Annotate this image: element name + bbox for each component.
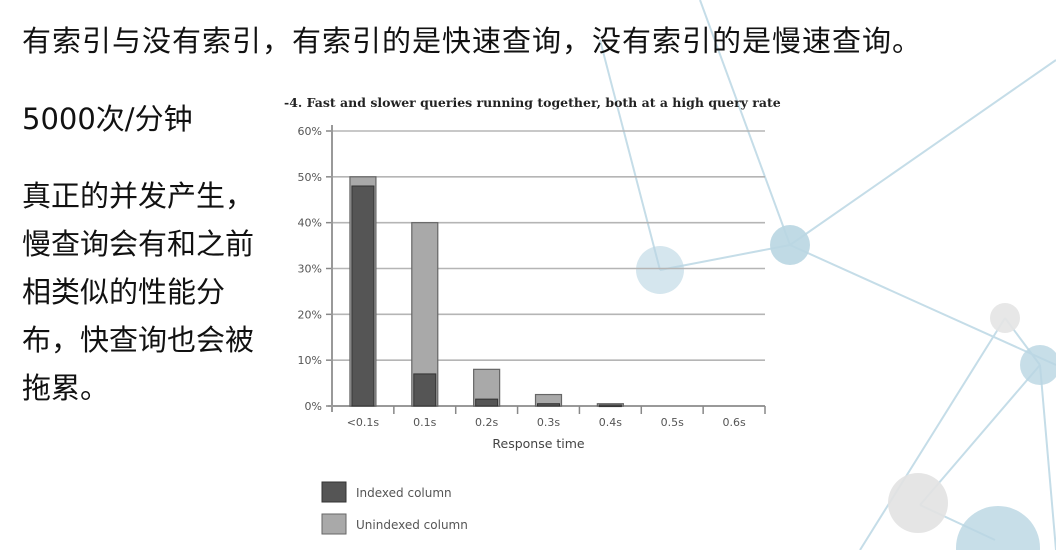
y-tick-label: 20% (298, 308, 322, 321)
network-node (956, 506, 1040, 550)
network-node (770, 225, 810, 265)
x-tick-label: 0.4s (599, 416, 622, 429)
legend-swatch-indexed (321, 481, 347, 503)
network-line (789, 59, 1056, 246)
legend-swatch-unindexed (321, 513, 347, 535)
chart-title: -4. Fast and slower queries running toge… (284, 95, 781, 110)
y-tick-label: 0% (305, 400, 322, 413)
bar-indexed (598, 404, 622, 408)
legend-label-indexed: Indexed column (356, 486, 452, 500)
y-tick-label: 30% (298, 263, 322, 276)
bar-indexed (351, 185, 375, 407)
x-tick-label: 0.2s (475, 416, 498, 429)
y-tick-label: 50% (298, 171, 322, 184)
network-line (859, 317, 1006, 550)
network-node (1020, 345, 1056, 385)
slide-description: 真正的并发产生，慢查询会有和之前相类似的性能分布，快查询也会被拖累。 (22, 179, 255, 405)
x-tick-label: 0.3s (537, 416, 560, 429)
y-tick-label: 10% (298, 354, 322, 367)
y-tick-label: 60% (298, 125, 322, 138)
y-tick-label: 40% (298, 217, 322, 230)
bar-indexed (537, 403, 560, 407)
query-rate-label: 5000次/分钟 (22, 102, 193, 136)
network-node (636, 246, 684, 294)
x-tick-label: 0.5s (661, 416, 684, 429)
x-tick-label: 0.6s (722, 416, 745, 429)
x-axis-label: Response time (492, 436, 585, 451)
network-line (919, 364, 1041, 506)
network-node (990, 303, 1020, 333)
bar-indexed (475, 398, 499, 407)
network-line (1039, 364, 1056, 550)
slide-title: 有索引与没有索引，有索引的是快速查询，没有索引的是慢速查询。 (22, 24, 923, 58)
network-line (599, 39, 661, 271)
response-time-chart: -4. Fast and slower queries running toge… (284, 95, 781, 535)
legend-label-unindexed: Unindexed column (356, 518, 468, 532)
x-tick-label: <0.1s (347, 416, 380, 429)
x-tick-label: 0.1s (413, 416, 436, 429)
network-line (699, 0, 791, 246)
bar-indexed (413, 373, 437, 407)
network-line (789, 244, 1056, 366)
network-node (888, 473, 948, 533)
